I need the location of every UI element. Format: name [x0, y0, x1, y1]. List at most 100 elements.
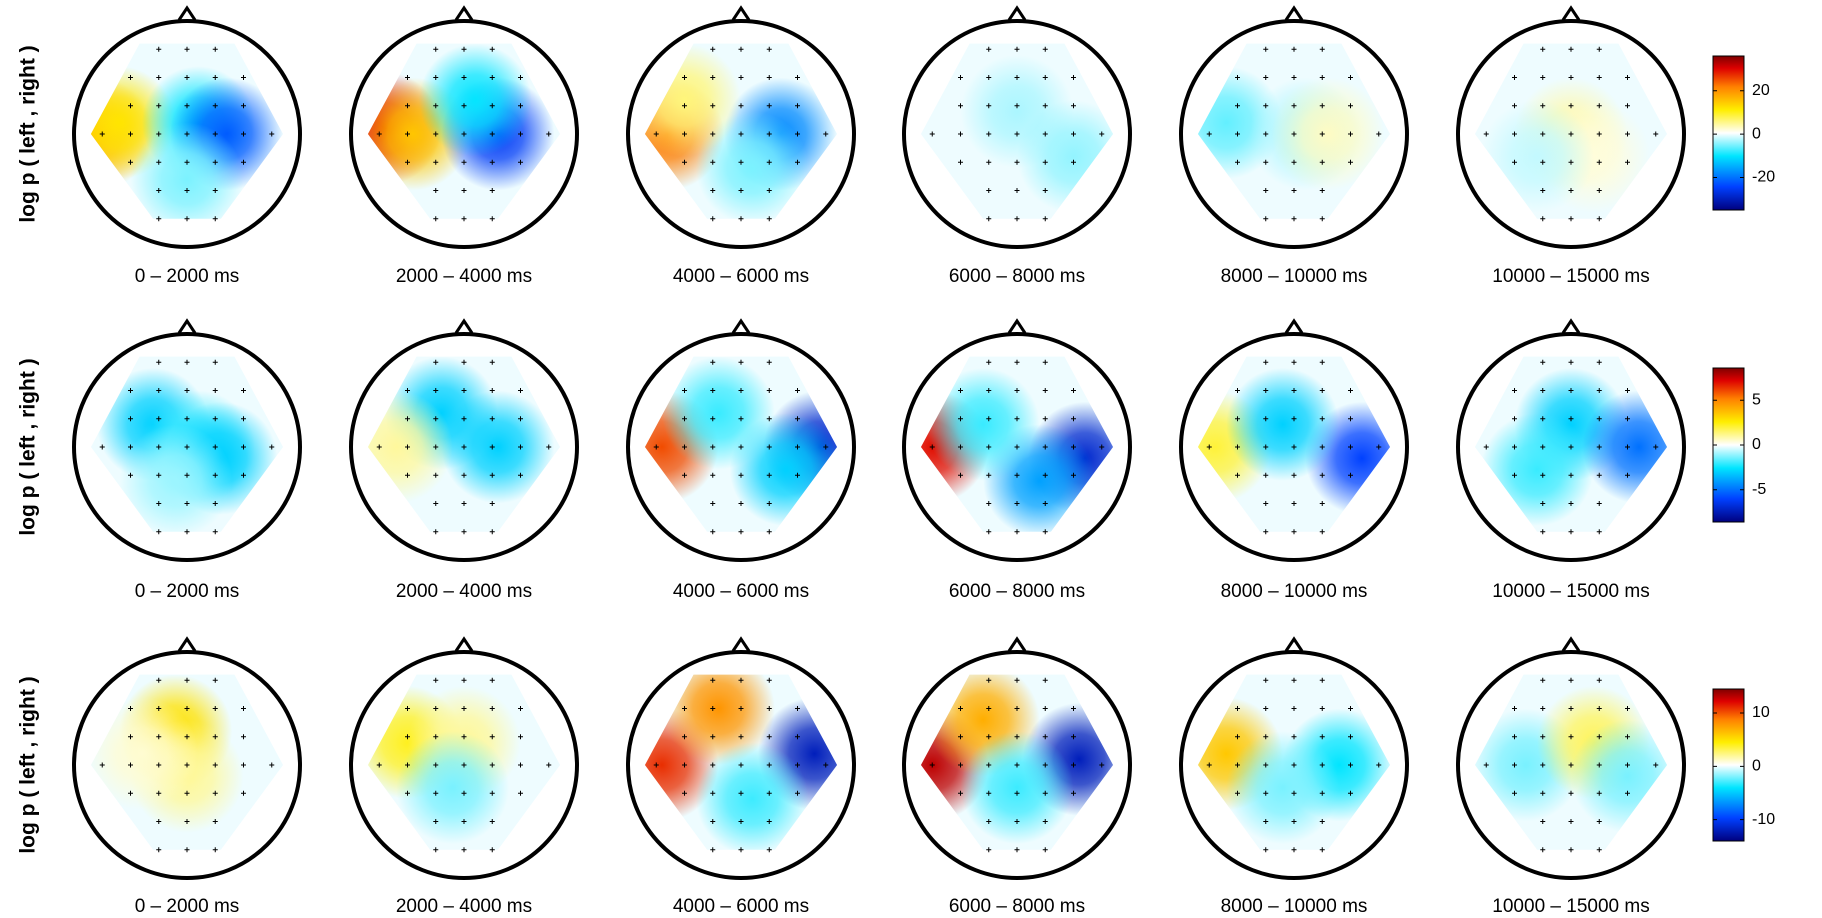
electrode — [489, 188, 495, 193]
source-blob — [1226, 731, 1340, 845]
electrode — [1042, 677, 1048, 683]
electrode — [1348, 706, 1353, 711]
electrode — [1596, 790, 1602, 796]
electrode — [1596, 472, 1602, 478]
topoplot — [1456, 318, 1686, 562]
panel-title: 10000 – 15000 ms — [1492, 581, 1649, 602]
nose — [1284, 318, 1304, 334]
electrode — [1568, 529, 1574, 535]
electrode — [710, 388, 716, 393]
electrode — [518, 131, 523, 137]
potential-field — [644, 674, 838, 850]
electrode — [766, 159, 772, 165]
electrode — [1483, 444, 1489, 450]
electrode — [710, 529, 716, 535]
electrode — [1014, 529, 1020, 535]
electrode — [1540, 762, 1546, 768]
electrode — [1263, 472, 1269, 478]
electrode — [1596, 529, 1602, 535]
electrode — [1291, 46, 1297, 52]
electrode — [156, 819, 162, 824]
electrode — [184, 188, 190, 193]
electrode — [1348, 444, 1353, 450]
electrode — [682, 103, 687, 109]
electrode — [766, 131, 772, 137]
source-blob — [418, 43, 532, 157]
electrode — [795, 444, 800, 450]
head-outline — [1456, 19, 1686, 249]
electrode — [1071, 159, 1076, 165]
electrode — [1206, 444, 1212, 450]
nose — [731, 318, 751, 334]
electrode — [1014, 762, 1020, 768]
electrode — [212, 416, 218, 422]
electrode — [1512, 444, 1517, 450]
electrode — [405, 706, 410, 711]
electrode — [1568, 216, 1574, 222]
electrode — [1512, 103, 1517, 109]
topoplot — [902, 636, 1132, 880]
electrode — [1263, 388, 1269, 393]
electrode — [212, 216, 218, 222]
electrode — [1099, 762, 1105, 768]
electrode — [1596, 188, 1602, 193]
electrode — [461, 388, 467, 393]
electrode — [795, 103, 800, 109]
electrode — [1291, 75, 1297, 80]
electrode — [958, 762, 963, 768]
electrode — [212, 472, 218, 478]
nose — [731, 5, 751, 21]
electrode — [128, 444, 133, 450]
electrode — [710, 75, 716, 80]
electrode — [241, 75, 246, 80]
electrode — [682, 159, 687, 165]
nose — [1007, 318, 1027, 334]
electrode — [929, 444, 935, 450]
source-blob — [1271, 77, 1385, 191]
nose — [177, 318, 197, 334]
electrode — [1540, 444, 1546, 450]
electrode — [1512, 75, 1517, 80]
electrode — [241, 416, 246, 422]
head-outline — [626, 19, 856, 249]
nose — [1284, 5, 1304, 21]
electrode — [1568, 46, 1574, 52]
electrode — [929, 762, 935, 768]
electrode — [241, 388, 246, 393]
nose — [454, 5, 474, 21]
electrode — [461, 416, 467, 422]
electrode — [184, 472, 190, 478]
electrode — [795, 75, 800, 80]
panel-title: 8000 – 10000 ms — [1221, 896, 1368, 917]
electrode — [433, 472, 439, 478]
electrode — [433, 529, 439, 535]
head-outline — [626, 332, 856, 562]
electrode — [156, 847, 162, 853]
source-blob — [1480, 413, 1594, 527]
electrode — [1042, 529, 1048, 535]
electrode — [1319, 847, 1325, 853]
electrode — [1512, 790, 1517, 796]
electrode — [128, 416, 133, 422]
electrode — [986, 529, 992, 535]
electrode — [1512, 416, 1517, 422]
electrode — [1348, 159, 1353, 165]
source-blob — [441, 390, 555, 504]
electrode — [433, 75, 439, 80]
electrode — [489, 131, 495, 137]
electrode — [241, 444, 246, 450]
electrode — [958, 103, 963, 109]
electrode — [405, 790, 410, 796]
electrode — [1596, 388, 1602, 393]
electrode — [986, 734, 992, 740]
electrode — [682, 762, 687, 768]
topoplot — [72, 5, 302, 249]
electrode — [1568, 677, 1574, 683]
electrode — [738, 472, 744, 478]
source-blob — [396, 731, 510, 845]
electrode — [1042, 444, 1048, 450]
electrode — [1291, 444, 1297, 450]
colorbar-tick-label: 0 — [1752, 436, 1761, 453]
potential-field — [367, 43, 555, 191]
electrode — [1348, 131, 1353, 137]
